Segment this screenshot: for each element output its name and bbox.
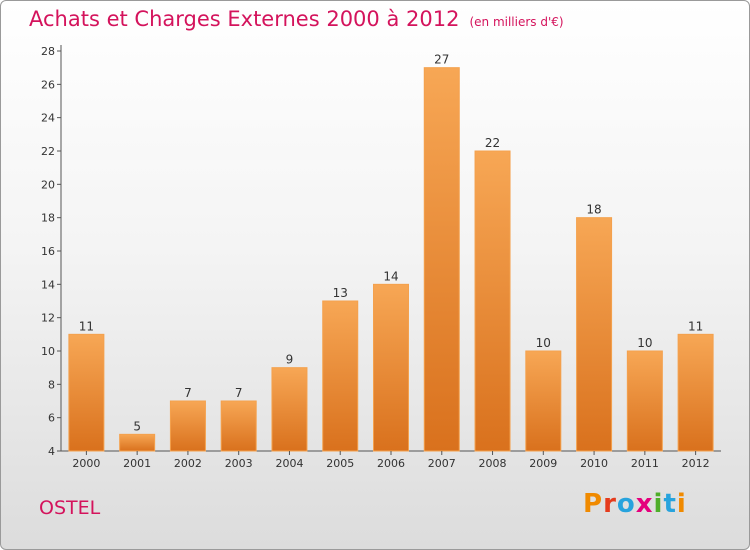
bar-2001	[119, 433, 156, 452]
data-label-2000: 11	[79, 319, 94, 333]
x-tick-label-2001: 2001	[123, 457, 151, 470]
data-label-2012: 11	[688, 319, 703, 333]
logo-letter: x	[635, 489, 654, 519]
data-label-2011: 10	[637, 336, 652, 350]
proxiti-logo: Proxiti	[583, 489, 687, 519]
logo-letter: r	[603, 489, 617, 519]
x-tick-label-2009: 2009	[529, 457, 557, 470]
x-tick-label-2006: 2006	[377, 457, 405, 470]
bar-2008	[474, 150, 511, 452]
x-tick-label-2002: 2002	[174, 457, 202, 470]
bar-2000	[68, 333, 105, 452]
y-tick-label: 22	[41, 145, 55, 158]
y-tick-label: 6	[48, 412, 55, 425]
data-label-2006: 14	[383, 269, 398, 283]
x-tick-label-2003: 2003	[225, 457, 253, 470]
y-tick-label: 16	[41, 245, 55, 258]
title-text: Achats et Charges Externes 2000 à 2012	[29, 7, 460, 31]
x-tick-label-2007: 2007	[428, 457, 456, 470]
bar-2004	[271, 367, 308, 452]
bar-2010	[576, 217, 613, 452]
x-tick-label-2012: 2012	[682, 457, 710, 470]
x-tick-label-2010: 2010	[580, 457, 608, 470]
x-tick-label-2000: 2000	[72, 457, 100, 470]
data-label-2003: 7	[235, 386, 243, 400]
logo-letter: i	[653, 489, 664, 519]
bar-2012	[677, 333, 714, 452]
logo-letter: i	[676, 489, 687, 519]
data-label-2004: 9	[286, 353, 294, 367]
logo-letter: P	[583, 489, 604, 519]
y-tick-label: 10	[41, 345, 55, 358]
data-label-2009: 10	[536, 336, 551, 350]
bar-2002	[169, 400, 206, 452]
x-tick-label-2004: 2004	[275, 457, 303, 470]
bar-2009	[525, 350, 562, 452]
commune-name: OSTEL	[39, 497, 101, 519]
y-tick-label: 26	[41, 78, 55, 91]
data-label-2002: 7	[184, 386, 192, 400]
y-tick-label: 4	[48, 445, 55, 458]
y-tick-label: 8	[48, 378, 55, 391]
bar-2003	[220, 400, 257, 452]
y-tick-label: 14	[41, 278, 55, 291]
logo-letter: o	[616, 489, 636, 519]
y-tick-label: 24	[41, 112, 55, 125]
data-label-2007: 27	[434, 53, 449, 67]
y-tick-label: 20	[41, 178, 55, 191]
y-tick-label: 18	[41, 212, 55, 225]
bar-2011	[626, 350, 663, 452]
logo-letter: t	[663, 489, 677, 519]
y-tick-label: 28	[41, 45, 55, 58]
x-tick-label-2005: 2005	[326, 457, 354, 470]
data-label-2001: 5	[133, 419, 141, 433]
chart-title: Achats et Charges Externes 2000 à 2012 (e…	[29, 7, 564, 31]
data-label-2010: 18	[586, 203, 601, 217]
x-tick-label-2008: 2008	[479, 457, 507, 470]
bar-2007	[423, 67, 460, 452]
data-label-2005: 13	[333, 286, 348, 300]
bar-2006	[373, 283, 409, 452]
x-tick-label-2011: 2011	[631, 457, 659, 470]
y-tick-label: 12	[41, 312, 55, 325]
title-unit: (en milliers d'€)	[469, 15, 564, 29]
data-label-2008: 22	[485, 136, 500, 150]
bar-2005	[322, 300, 359, 452]
